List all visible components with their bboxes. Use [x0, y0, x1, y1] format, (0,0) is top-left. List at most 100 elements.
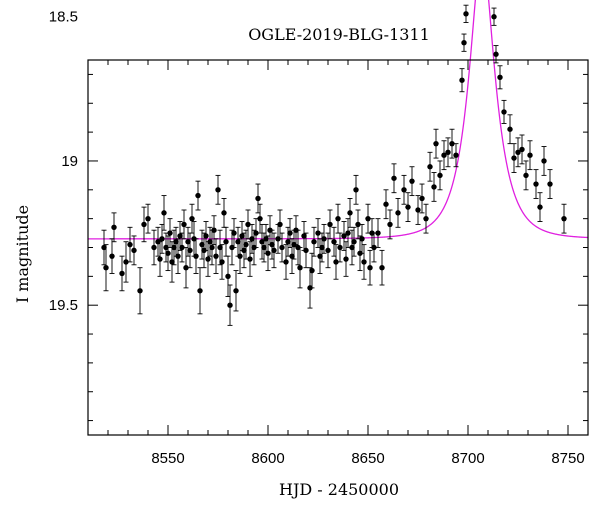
data-point [213, 253, 219, 259]
data-point [287, 230, 293, 236]
data-point [123, 259, 129, 265]
x-tick-labels: 8550 8600 8650 8700 8750 [151, 450, 584, 467]
data-point [241, 247, 247, 254]
data-point [391, 175, 397, 181]
data-point [341, 233, 347, 239]
data-point [449, 140, 455, 147]
x-tick-label: 8650 [351, 450, 384, 467]
data-point [285, 239, 291, 245]
data-point [225, 273, 231, 280]
data-point [461, 39, 467, 46]
data-point [343, 256, 349, 262]
data-point [395, 210, 401, 216]
data-points [101, 4, 567, 326]
axis-ticks [87, 60, 589, 435]
data-point [141, 221, 147, 228]
data-point [245, 221, 251, 228]
data-point [311, 239, 317, 245]
data-point [319, 244, 325, 251]
data-point [279, 244, 285, 251]
data-point [173, 239, 179, 245]
data-point [523, 172, 529, 179]
data-point [325, 247, 331, 254]
data-point [361, 259, 367, 265]
data-point [169, 259, 175, 265]
data-point [401, 187, 407, 193]
data-point [365, 215, 371, 222]
data-point [497, 74, 503, 81]
data-point [233, 288, 239, 294]
data-point [179, 244, 185, 251]
x-tick-label: 8600 [251, 450, 284, 467]
data-point [103, 264, 109, 271]
data-point [511, 155, 517, 161]
data-point [493, 51, 499, 57]
data-point [317, 253, 323, 259]
data-point [561, 215, 567, 222]
data-point [271, 247, 277, 254]
data-point [349, 244, 355, 251]
data-point [355, 221, 361, 228]
data-point [161, 210, 167, 216]
data-point [209, 244, 215, 251]
data-point [321, 236, 327, 242]
data-point [239, 233, 245, 239]
data-point [459, 77, 465, 83]
data-point [263, 236, 269, 242]
data-point [163, 244, 169, 251]
data-point [419, 195, 425, 202]
data-point [283, 259, 289, 265]
y-tick-label: 19.5 [49, 297, 78, 314]
data-point [415, 207, 421, 213]
data-point [353, 187, 359, 193]
data-point [197, 288, 203, 294]
data-point [247, 256, 253, 262]
data-point [207, 239, 213, 245]
data-point [309, 267, 315, 274]
data-point [427, 164, 433, 170]
data-point [189, 215, 195, 222]
data-point [405, 204, 411, 210]
data-point [347, 210, 353, 216]
data-point [277, 221, 283, 228]
x-tick-label: 8750 [551, 450, 584, 467]
data-point [315, 230, 321, 236]
data-point [265, 250, 271, 256]
data-point [519, 146, 525, 153]
data-point [297, 264, 303, 271]
plot-area [88, 0, 589, 326]
data-point [367, 264, 373, 271]
data-point [253, 230, 259, 236]
data-point [177, 233, 183, 239]
data-point [463, 11, 469, 17]
data-point [199, 241, 205, 248]
data-point [227, 302, 233, 308]
data-point [221, 210, 227, 216]
data-point [219, 259, 225, 265]
data-point [527, 152, 533, 158]
x-tick-label: 8550 [151, 450, 184, 467]
data-point [433, 140, 439, 147]
data-point [231, 230, 237, 236]
data-point [431, 184, 437, 190]
data-point [145, 215, 151, 222]
data-point [243, 241, 249, 248]
data-point [453, 152, 459, 158]
y-tick-label: 19 [61, 153, 78, 170]
data-point [533, 181, 539, 187]
data-point [301, 233, 307, 239]
data-point [181, 221, 187, 228]
data-point [261, 244, 267, 251]
data-point [171, 244, 177, 251]
data-point [109, 253, 115, 259]
data-point [537, 204, 543, 210]
data-point [383, 201, 389, 207]
y-tick-labels: 18.5 19 19.5 [49, 9, 78, 314]
data-point [101, 244, 107, 251]
data-point [137, 288, 143, 294]
model-curve [88, 0, 589, 240]
data-point [203, 233, 209, 239]
data-point [151, 244, 157, 251]
data-point [217, 244, 223, 251]
data-point [345, 230, 351, 236]
